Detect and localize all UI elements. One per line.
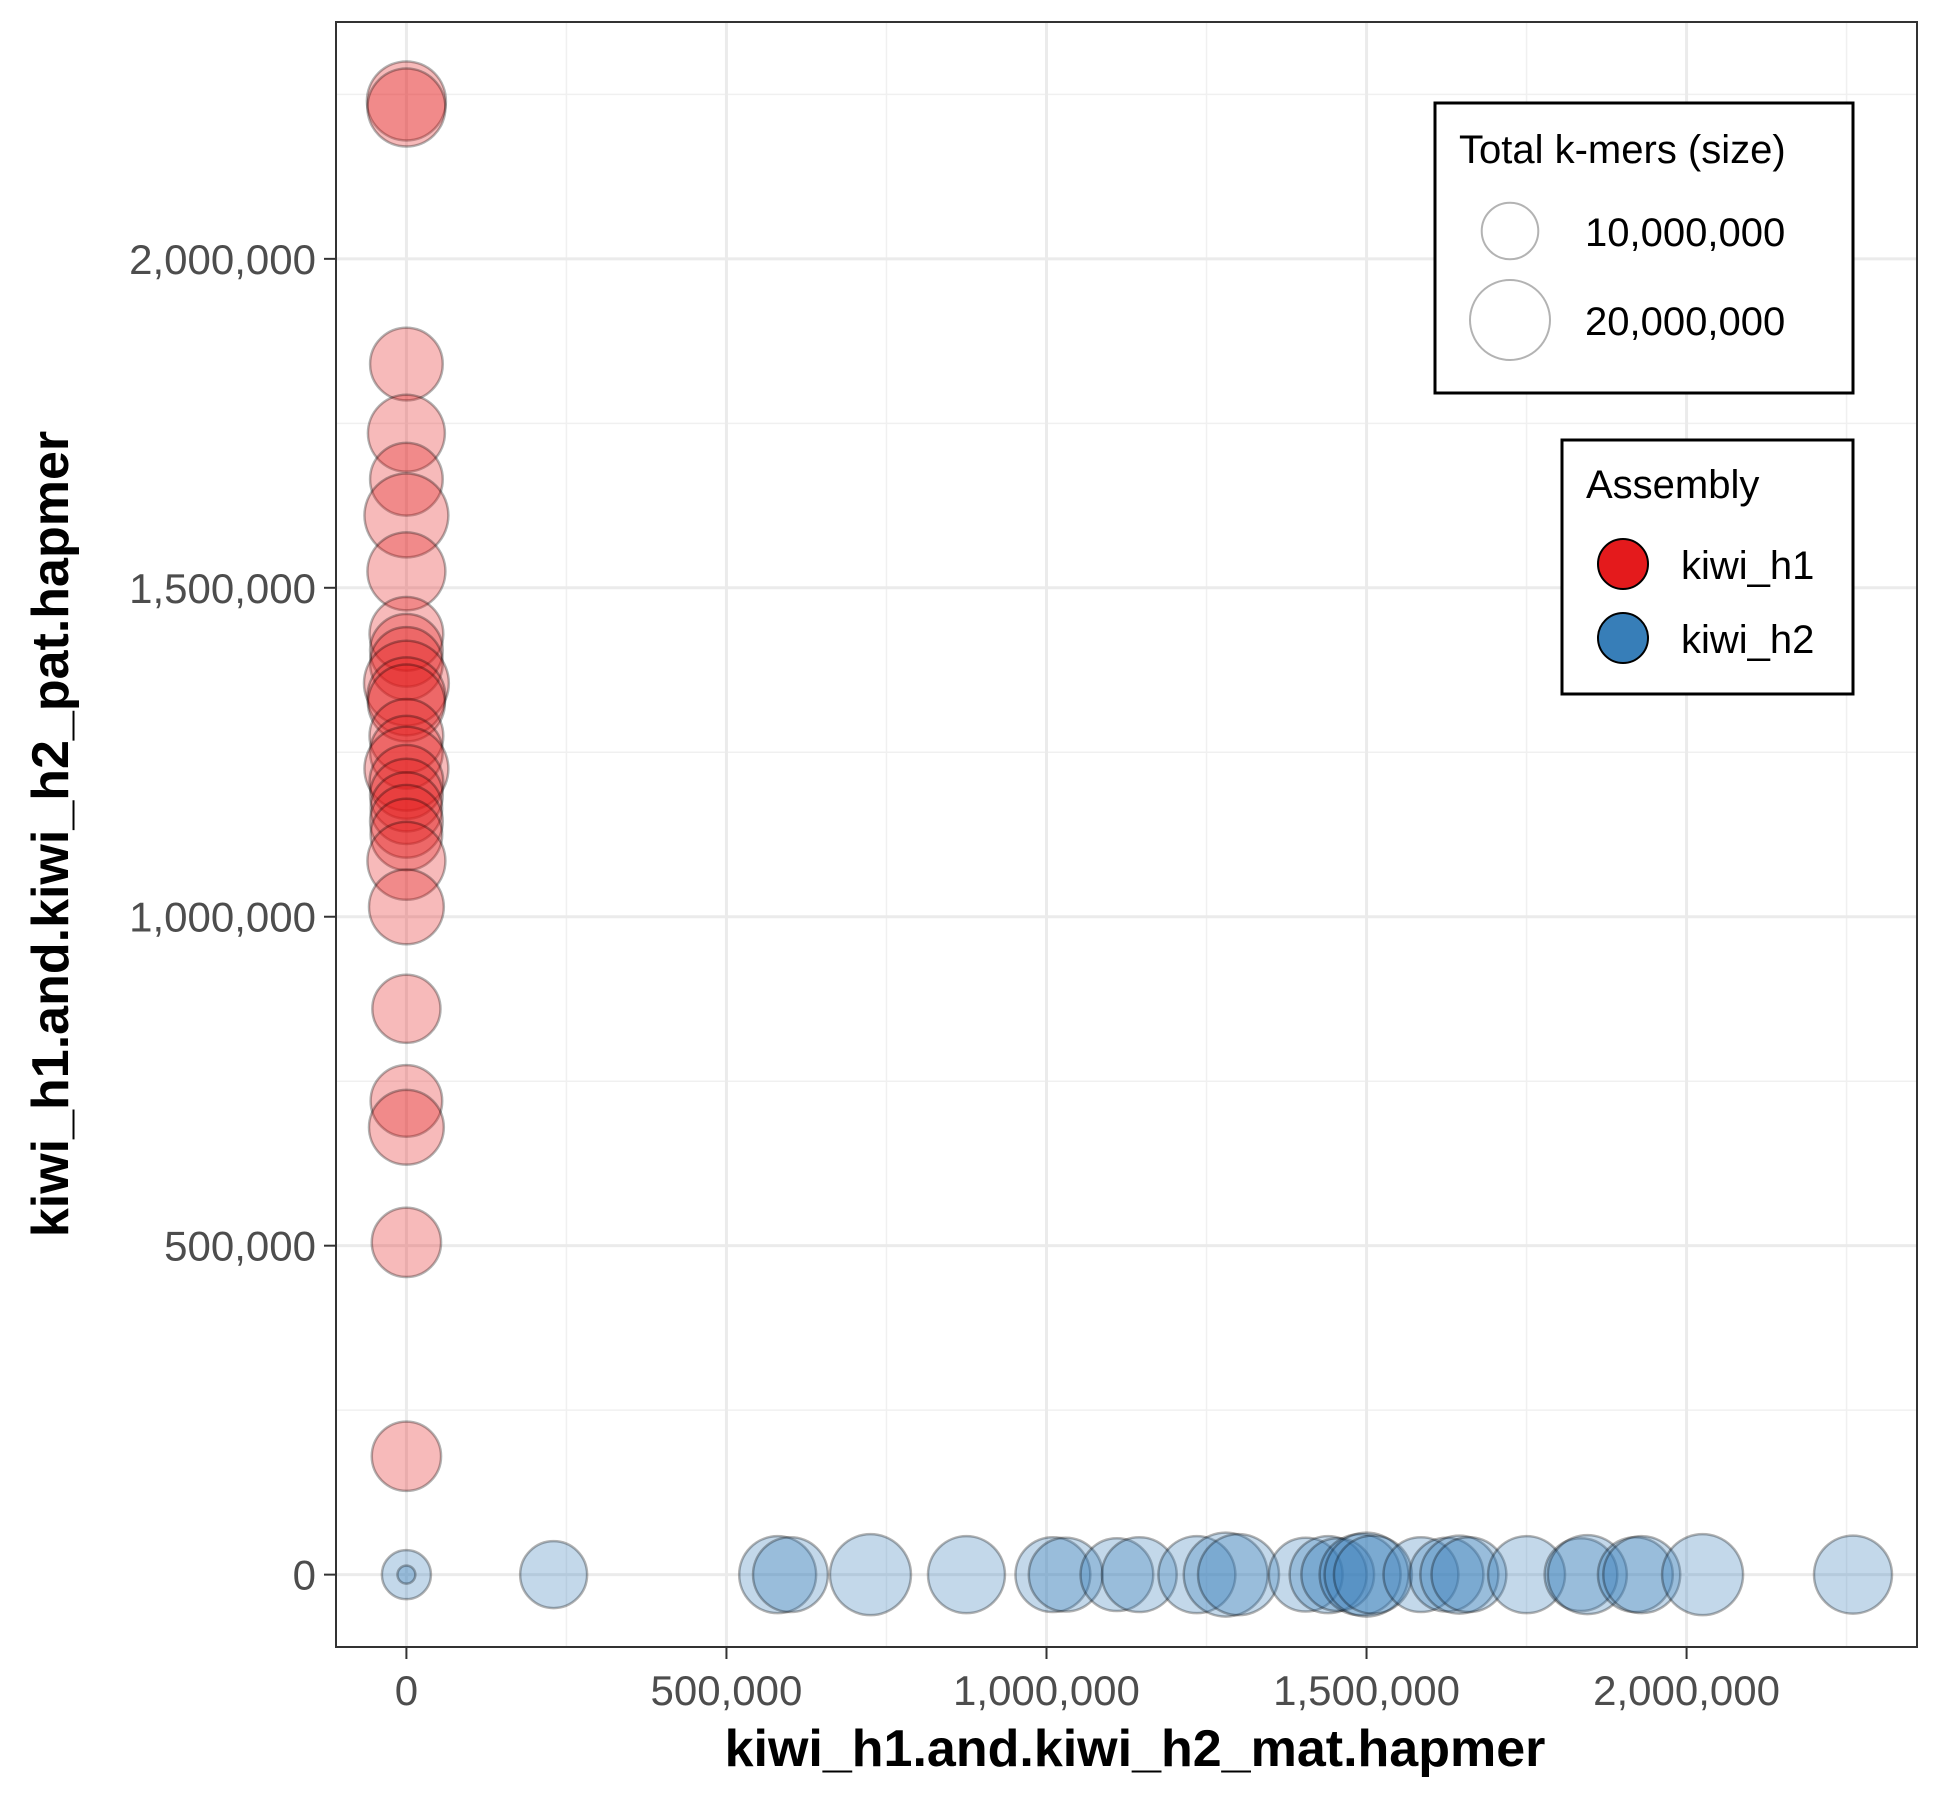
y-tick-label: 0	[293, 1552, 316, 1599]
point-kiwi-h2	[1812, 1534, 1894, 1615]
size-legend-key-large	[1469, 279, 1551, 361]
point-kiwi-h1	[368, 625, 444, 702]
point-kiwi-h2	[380, 1548, 433, 1601]
legend-label-kiwi-h2: kiwi_h2	[1681, 618, 1814, 662]
point-kiwi-h2	[1543, 1537, 1619, 1613]
point-kiwi-h2	[1596, 1535, 1675, 1614]
point-kiwi-h2	[1602, 1534, 1682, 1615]
point-kiwi-h1	[370, 1206, 443, 1279]
point-kiwi-h2	[1014, 1535, 1092, 1614]
point-kiwi-h1	[367, 868, 446, 946]
point-kiwi-h2	[1486, 1534, 1567, 1615]
y-tick-label: 2,000,000	[129, 236, 316, 283]
point-kiwi-h1	[370, 1420, 443, 1493]
point-kiwi-h1	[368, 757, 444, 833]
point-kiwi-h1	[368, 326, 444, 402]
x-tick-label: 2,000,000	[1593, 1667, 1780, 1714]
point-kiwi-h2	[1288, 1534, 1368, 1615]
x-tick-label: 1,500,000	[1273, 1667, 1460, 1714]
point-kiwi-h2	[1382, 1535, 1460, 1614]
legend-key-kiwi-h1	[1597, 538, 1649, 590]
point-kiwi-h1	[366, 393, 447, 473]
point-kiwi-h1	[366, 820, 447, 902]
point-kiwi-h1	[366, 67, 447, 148]
point-kiwi-h2	[518, 1539, 589, 1610]
point-kiwi-h1	[368, 783, 444, 859]
point-kiwi-h2	[1196, 1532, 1281, 1617]
point-kiwi-h1	[369, 771, 444, 846]
size-legend-title: Total k-mers (size)	[1459, 128, 1786, 172]
point-kiwi-h2	[1430, 1535, 1508, 1614]
x-tick-label: 1,000,000	[953, 1667, 1140, 1714]
point-kiwi-h1	[366, 531, 447, 612]
point-kiwi-h2	[1100, 1535, 1178, 1614]
axes: 0 500,000 1,000,000 1,500,000 2,000,000 0 500,…	[129, 236, 1780, 1714]
point-kiwi-h2	[1323, 1531, 1410, 1618]
y-tick-label: 1,000,000	[129, 894, 316, 941]
data-points	[362, 60, 1894, 1618]
point-kiwi-h2	[1079, 1537, 1155, 1613]
size-legend-label-small: 10,000,000	[1585, 211, 1785, 255]
point-kiwi-h2	[1419, 1534, 1500, 1615]
point-kiwi-h2	[1408, 1536, 1485, 1613]
plot-panel-border	[335, 21, 1918, 1648]
x-axis-title: kiwi_h1.and.kiwi_h2_mat.hapmer	[725, 1720, 1546, 1778]
point-kiwi-h2	[1027, 1536, 1104, 1613]
point-kiwi-h2	[926, 1534, 1007, 1615]
point-kiwi-h2	[828, 1532, 913, 1617]
size-legend-key-small	[1480, 201, 1540, 261]
legend-key-kiwi-h2	[1597, 612, 1649, 664]
point-kiwi-h2	[1546, 1533, 1629, 1616]
color-legend: Assembly kiwi_h1 kiwi_h2	[1560, 438, 1855, 696]
color-legend-title: Assembly	[1586, 463, 1759, 507]
size-legend-label-large: 20,000,000	[1585, 300, 1785, 344]
point-kiwi-h2	[1182, 1531, 1269, 1618]
point-kiwi-h1	[366, 663, 447, 743]
point-kiwi-h1	[368, 743, 445, 820]
point-kiwi-h1	[368, 612, 444, 688]
legend-label-kiwi-h1: kiwi_h1	[1681, 544, 1814, 588]
point-kiwi-h2	[751, 1535, 830, 1614]
size-legend-box	[1433, 101, 1855, 395]
point-kiwi-h2	[1318, 1532, 1402, 1617]
point-kiwi-h1	[365, 60, 448, 142]
size-legend: Total k-mers (size) 10,000,000 20,000,00…	[1433, 101, 1855, 395]
point-kiwi-h2	[1332, 1534, 1414, 1615]
point-kiwi-h2	[1267, 1536, 1344, 1613]
x-tick-label: 0	[395, 1667, 418, 1714]
point-kiwi-h1	[367, 1088, 446, 1166]
point-kiwi-h1	[363, 725, 450, 812]
point-kiwi-h1	[368, 595, 445, 672]
x-tick-label: 500,000	[651, 1667, 803, 1714]
point-kiwi-h1	[371, 973, 442, 1045]
point-kiwi-h1	[369, 1063, 444, 1138]
y-axis-title: kiwi_h1.and.kiwi_h2_pat.hapmer	[22, 431, 80, 1237]
point-kiwi-h1	[368, 441, 444, 517]
y-tick-label: 500,000	[164, 1223, 316, 1270]
point-kiwi-h1	[368, 714, 444, 790]
point-kiwi-h2	[737, 1534, 818, 1615]
point-kiwi-h1	[369, 797, 444, 872]
point-kiwi-h2	[1300, 1537, 1376, 1613]
point-kiwi-h1	[366, 656, 447, 737]
point-kiwi-h1	[368, 697, 445, 774]
y-tick-label: 1,500,000	[129, 565, 316, 612]
point-kiwi-h1	[363, 472, 450, 559]
point-kiwi-h2	[1157, 1534, 1237, 1615]
point-kiwi-h1	[362, 639, 451, 727]
point-kiwi-h2	[1660, 1532, 1745, 1617]
point-kiwi-h2	[396, 1564, 417, 1585]
